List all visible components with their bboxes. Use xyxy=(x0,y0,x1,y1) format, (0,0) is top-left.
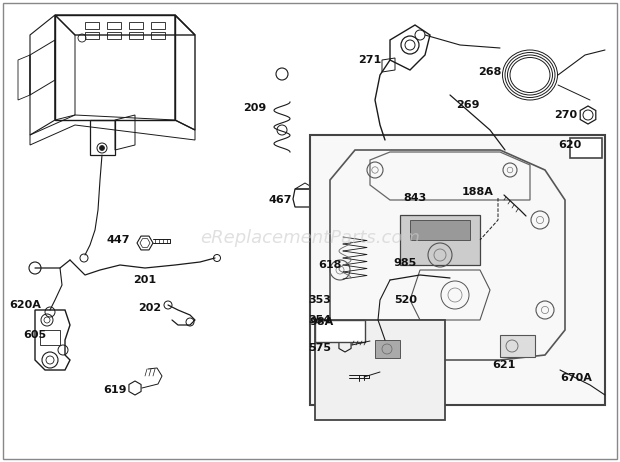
Text: 188A: 188A xyxy=(462,187,494,197)
Text: 467: 467 xyxy=(268,195,292,205)
Text: 520: 520 xyxy=(394,295,417,305)
Text: 620: 620 xyxy=(559,140,582,150)
Text: 269: 269 xyxy=(456,100,480,110)
Bar xyxy=(315,320,365,342)
Text: 353: 353 xyxy=(309,295,332,305)
Bar xyxy=(570,138,602,158)
Text: 201: 201 xyxy=(133,275,157,285)
Polygon shape xyxy=(420,181,440,187)
Bar xyxy=(337,335,367,355)
Polygon shape xyxy=(350,344,354,352)
Bar xyxy=(410,220,470,240)
Text: 620A: 620A xyxy=(9,300,41,310)
Text: 843: 843 xyxy=(404,193,427,203)
Text: eReplacementParts.com: eReplacementParts.com xyxy=(200,229,420,247)
Text: 268: 268 xyxy=(478,67,502,77)
Bar xyxy=(310,135,605,405)
Polygon shape xyxy=(418,187,442,205)
Text: 202: 202 xyxy=(138,303,162,313)
Text: 447: 447 xyxy=(106,235,130,245)
Text: 621: 621 xyxy=(492,360,516,370)
Text: 619: 619 xyxy=(104,385,126,395)
Text: 575: 575 xyxy=(309,343,332,353)
Text: 618: 618 xyxy=(318,260,342,270)
Text: 985: 985 xyxy=(393,258,417,268)
Text: 270: 270 xyxy=(554,110,578,120)
Text: 670A: 670A xyxy=(560,373,592,383)
Text: 271: 271 xyxy=(358,55,382,65)
Bar xyxy=(500,335,535,357)
Text: 209: 209 xyxy=(244,103,267,113)
Text: 605: 605 xyxy=(24,330,46,340)
Bar xyxy=(375,340,400,358)
Circle shape xyxy=(99,146,105,151)
Bar xyxy=(315,320,445,420)
Text: 354: 354 xyxy=(308,315,332,325)
Text: 98A: 98A xyxy=(310,317,334,327)
Bar xyxy=(400,215,480,265)
